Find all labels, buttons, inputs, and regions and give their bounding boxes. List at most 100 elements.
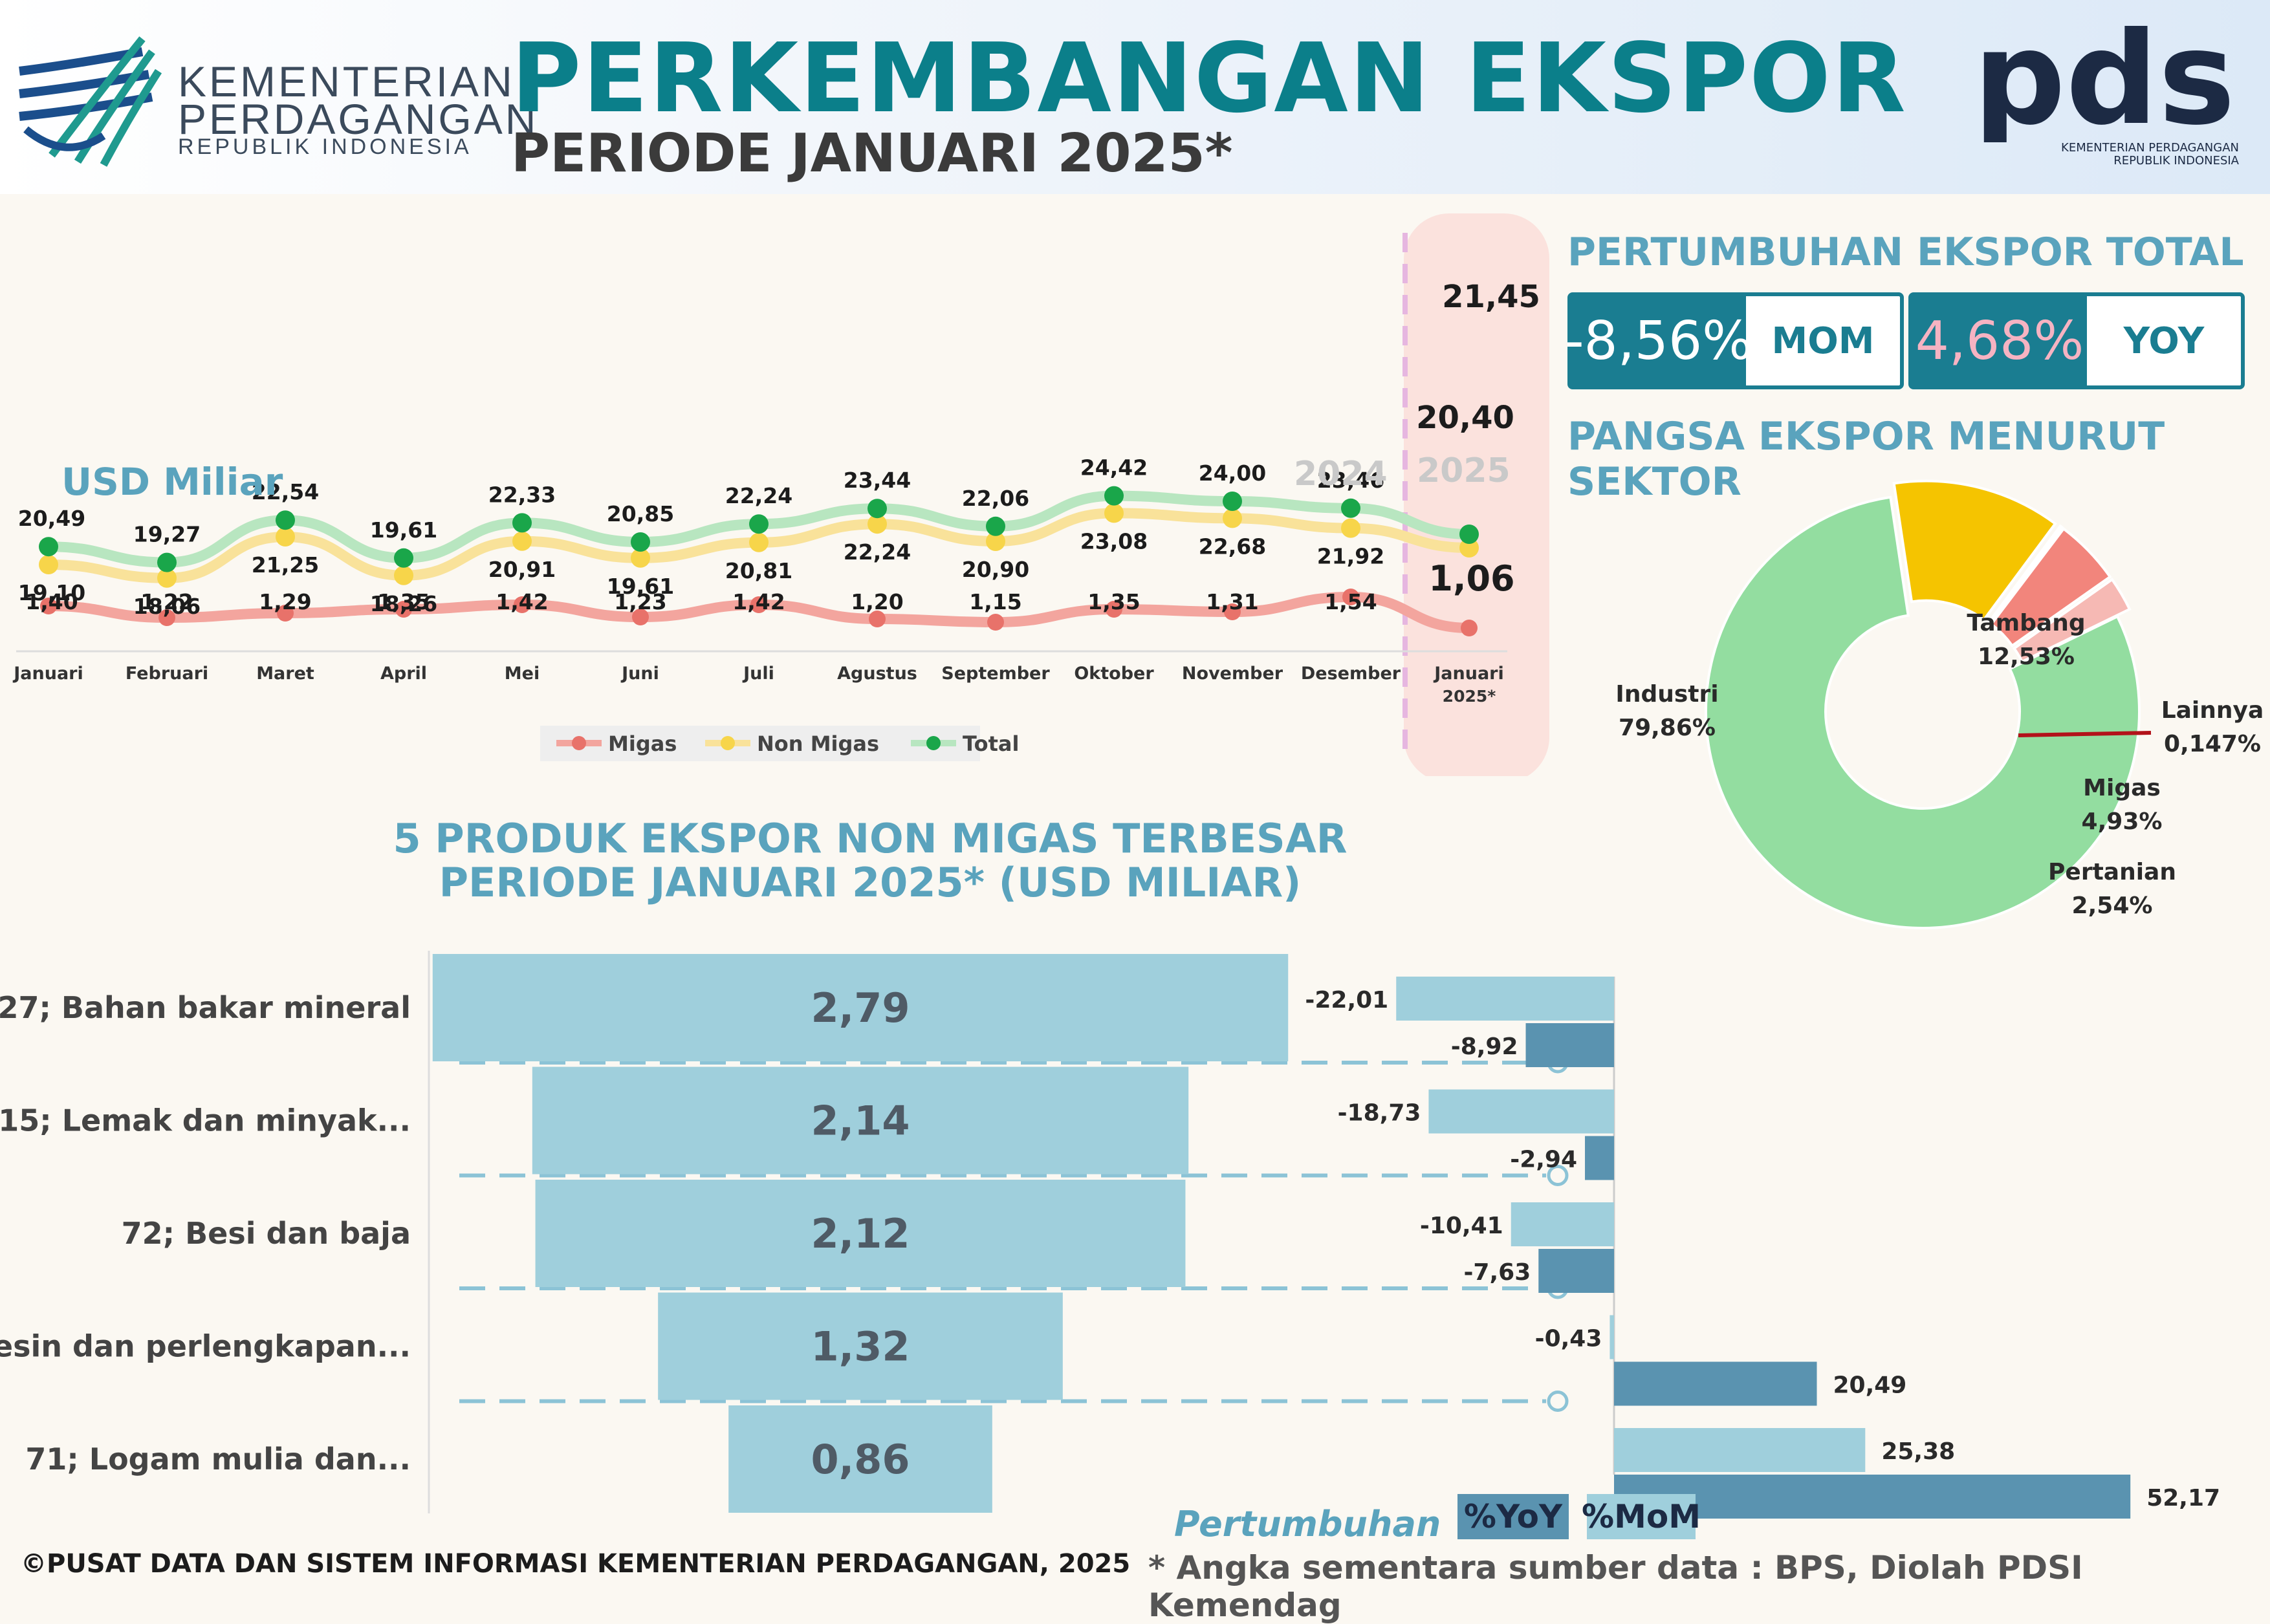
growth-value-label: -2,94 bbox=[1510, 1147, 1577, 1173]
legend-label: Non Migas bbox=[757, 731, 879, 756]
legend-dot bbox=[721, 736, 735, 750]
label-total: 24,42 bbox=[1080, 455, 1148, 481]
label-migas: 1,29 bbox=[259, 589, 311, 614]
x-tick-label: September bbox=[941, 664, 1050, 684]
label-nonmigas: 21,92 bbox=[1317, 544, 1384, 569]
point-migas bbox=[1461, 620, 1478, 636]
point-non-migas bbox=[868, 514, 887, 534]
point-total bbox=[276, 510, 295, 530]
x-tick-label: Oktober bbox=[1074, 664, 1154, 684]
point-migas bbox=[40, 598, 57, 614]
legend-label: Total bbox=[963, 731, 1019, 756]
point-non-migas bbox=[157, 568, 177, 588]
label-total: 21,45 bbox=[1442, 279, 1540, 315]
slice-migas bbox=[1989, 526, 2112, 648]
year-label-2024: 2024 bbox=[1294, 455, 1388, 493]
product-value-label: 2,12 bbox=[811, 1210, 910, 1257]
label-nonmigas: 20,40 bbox=[1416, 400, 1514, 436]
product-category-label: 27; Bahan bakar mineral bbox=[0, 990, 411, 1025]
label-total: 20,49 bbox=[18, 506, 85, 531]
point-migas bbox=[395, 601, 412, 618]
point-non-migas bbox=[749, 532, 769, 552]
slice-name-label: Migas bbox=[2083, 775, 2161, 801]
x-tick-label: Juli bbox=[742, 664, 774, 684]
growth-bar-mom bbox=[1396, 977, 1614, 1021]
legend-mom: %MoM bbox=[1582, 1494, 1701, 1539]
product-category-label: 71; Logam mulia dan... bbox=[25, 1442, 411, 1477]
growth-bar-yoy bbox=[1538, 1249, 1614, 1293]
slice-value-label: 79,86% bbox=[1619, 715, 1716, 741]
product-value-label: 1,32 bbox=[811, 1323, 910, 1370]
point-migas bbox=[514, 596, 530, 613]
label-migas: 1,54 bbox=[1324, 589, 1377, 614]
label-total: 23,46 bbox=[1317, 468, 1384, 493]
growth-value-label: -8,92 bbox=[1451, 1034, 1518, 1060]
point-total bbox=[1223, 492, 1242, 511]
growth-value-label: -18,73 bbox=[1338, 1100, 1421, 1127]
label-nonmigas: 23,08 bbox=[1080, 528, 1148, 554]
slice-name-label: Pertanian bbox=[2048, 859, 2176, 885]
point-total bbox=[986, 516, 1005, 536]
slice-name-label: Lainnya bbox=[2161, 697, 2264, 724]
point-total bbox=[868, 499, 887, 519]
unit-label: USD Miliar bbox=[61, 460, 283, 504]
separator-marker bbox=[1547, 1165, 1569, 1186]
point-non-migas bbox=[39, 555, 58, 574]
kemendag-logo-icon bbox=[19, 36, 162, 167]
product-category-label: 15; Lemak dan minyak... bbox=[0, 1103, 411, 1138]
point-non-migas bbox=[986, 532, 1005, 551]
point-migas bbox=[869, 611, 886, 627]
growth-bar-mom bbox=[1428, 1089, 1614, 1134]
growth-value-label: -7,63 bbox=[1463, 1259, 1531, 1286]
point-migas bbox=[1224, 603, 1241, 620]
point-total bbox=[749, 514, 769, 534]
point-total bbox=[631, 532, 650, 552]
point-migas bbox=[1342, 589, 1359, 605]
pdsi-caption-line2: REPUBLIK INDONESIA bbox=[2113, 154, 2239, 168]
separator-marker bbox=[1547, 1391, 1569, 1412]
growth-title: PERTUMBUHAN EKSPOR TOTAL bbox=[1567, 230, 2244, 275]
slice-value-label: 12,53% bbox=[1978, 644, 2075, 670]
product-bar bbox=[432, 954, 1289, 1061]
products-title-line1: 5 PRODUK EKSPOR NON MIGAS TERBESAR bbox=[393, 815, 1348, 862]
x-tick-label: Agustus bbox=[837, 664, 917, 684]
point-non-migas bbox=[1459, 538, 1479, 558]
product-value-label: 2,14 bbox=[811, 1098, 910, 1145]
point-non-migas bbox=[394, 565, 413, 585]
product-bar bbox=[728, 1405, 992, 1513]
label-migas: 1,23 bbox=[614, 589, 666, 614]
x-tick-label: November bbox=[1182, 664, 1283, 684]
slice-value-label: 0,147% bbox=[2164, 731, 2261, 757]
point-total bbox=[157, 552, 177, 572]
slice-name-label: Tambang bbox=[1967, 610, 2085, 636]
product-category-label: 85; Mesin dan perlengkapan... bbox=[0, 1329, 411, 1364]
growth-legend-title: Pertumbuhan bbox=[1174, 1504, 1441, 1544]
label-migas: 1,35 bbox=[377, 589, 430, 614]
label-nonmigas: 20,91 bbox=[488, 557, 556, 582]
org-name-line3: REPUBLIK INDONESIA bbox=[178, 135, 472, 159]
label-total: 22,54 bbox=[252, 479, 319, 504]
point-non-migas bbox=[512, 531, 532, 551]
legend-yoy: %YoY bbox=[1457, 1494, 1569, 1539]
product-bar bbox=[535, 1180, 1186, 1287]
label-nonmigas: 22,24 bbox=[844, 539, 911, 565]
growth-value-label: 52,17 bbox=[2146, 1485, 2220, 1511]
yoy-label: YOY bbox=[2123, 319, 2205, 362]
label-total: 22,33 bbox=[488, 482, 556, 507]
label-total: 22,06 bbox=[962, 486, 1029, 511]
point-migas bbox=[158, 609, 175, 626]
label-nonmigas: 20,90 bbox=[962, 557, 1029, 582]
x-tick-label: April bbox=[380, 664, 427, 684]
x-tick-label: 2025* bbox=[1443, 687, 1496, 706]
growth-value-label: -0,43 bbox=[1535, 1326, 1602, 1352]
product-value-label: 0,86 bbox=[811, 1436, 910, 1483]
legend-dot bbox=[572, 736, 586, 750]
slice-lainnya bbox=[1987, 524, 2064, 625]
label-total: 19,27 bbox=[133, 522, 201, 547]
slice-industri bbox=[1705, 495, 2141, 929]
growth-bar-mom bbox=[1610, 1315, 1614, 1359]
yoy-value: 4,68% bbox=[1912, 296, 2087, 385]
label-nonmigas: 21,25 bbox=[252, 552, 319, 578]
growth-value-label: 25,38 bbox=[1881, 1438, 1955, 1465]
products-title-line2: PERIODE JANUARI 2025* (USD MILIAR) bbox=[439, 859, 1302, 906]
